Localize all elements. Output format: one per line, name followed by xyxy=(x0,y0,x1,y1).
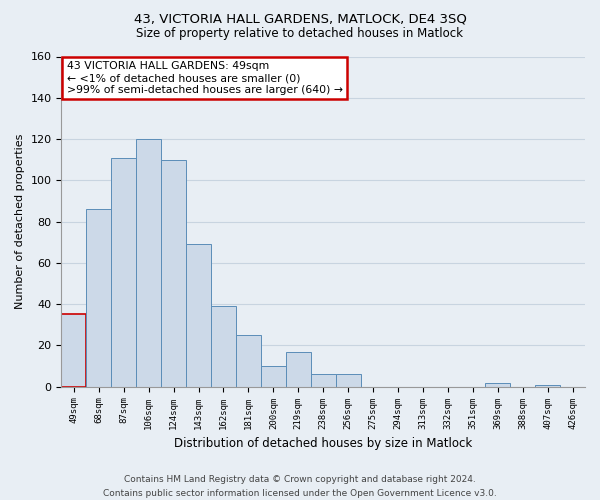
Bar xyxy=(535,384,560,386)
Bar xyxy=(186,244,211,386)
Bar xyxy=(161,160,186,386)
Text: 43 VICTORIA HALL GARDENS: 49sqm
← <1% of detached houses are smaller (0)
>99% of: 43 VICTORIA HALL GARDENS: 49sqm ← <1% of… xyxy=(67,62,343,94)
Bar xyxy=(211,306,236,386)
Bar xyxy=(286,352,311,386)
Bar xyxy=(311,374,335,386)
Text: 43, VICTORIA HALL GARDENS, MATLOCK, DE4 3SQ: 43, VICTORIA HALL GARDENS, MATLOCK, DE4 … xyxy=(134,12,466,26)
Y-axis label: Number of detached properties: Number of detached properties xyxy=(15,134,25,310)
Bar xyxy=(136,139,161,386)
Bar xyxy=(61,314,86,386)
Text: Contains HM Land Registry data © Crown copyright and database right 2024.
Contai: Contains HM Land Registry data © Crown c… xyxy=(103,476,497,498)
X-axis label: Distribution of detached houses by size in Matlock: Distribution of detached houses by size … xyxy=(174,437,472,450)
Bar xyxy=(86,209,111,386)
Bar xyxy=(335,374,361,386)
Text: Size of property relative to detached houses in Matlock: Size of property relative to detached ho… xyxy=(137,28,464,40)
Bar xyxy=(111,158,136,386)
Bar xyxy=(261,366,286,386)
Bar xyxy=(236,335,261,386)
Bar xyxy=(485,382,510,386)
